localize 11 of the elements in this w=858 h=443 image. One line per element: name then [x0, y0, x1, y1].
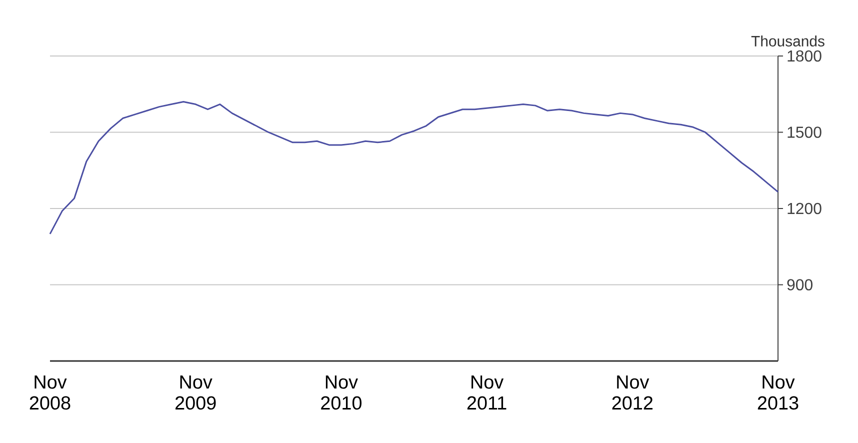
x-tick-label: Nov 2012 — [612, 376, 653, 410]
x-tick-label: Nov 2013 — [758, 376, 798, 410]
y-tick-label: 1800 — [788, 50, 822, 62]
y-tick-label: 1500 — [788, 126, 822, 138]
x-tick-label: Nov 2008 — [30, 376, 70, 410]
y-tick-label: 900 — [787, 279, 812, 290]
y-axis-title: Thousands — [751, 36, 824, 46]
x-tick-label: Nov 2010 — [321, 376, 362, 410]
x-tick-label: Nov 2009 — [176, 376, 216, 410]
x-tick-label: Nov 2011 — [467, 376, 506, 410]
y-tick-label: 1200 — [788, 202, 822, 214]
